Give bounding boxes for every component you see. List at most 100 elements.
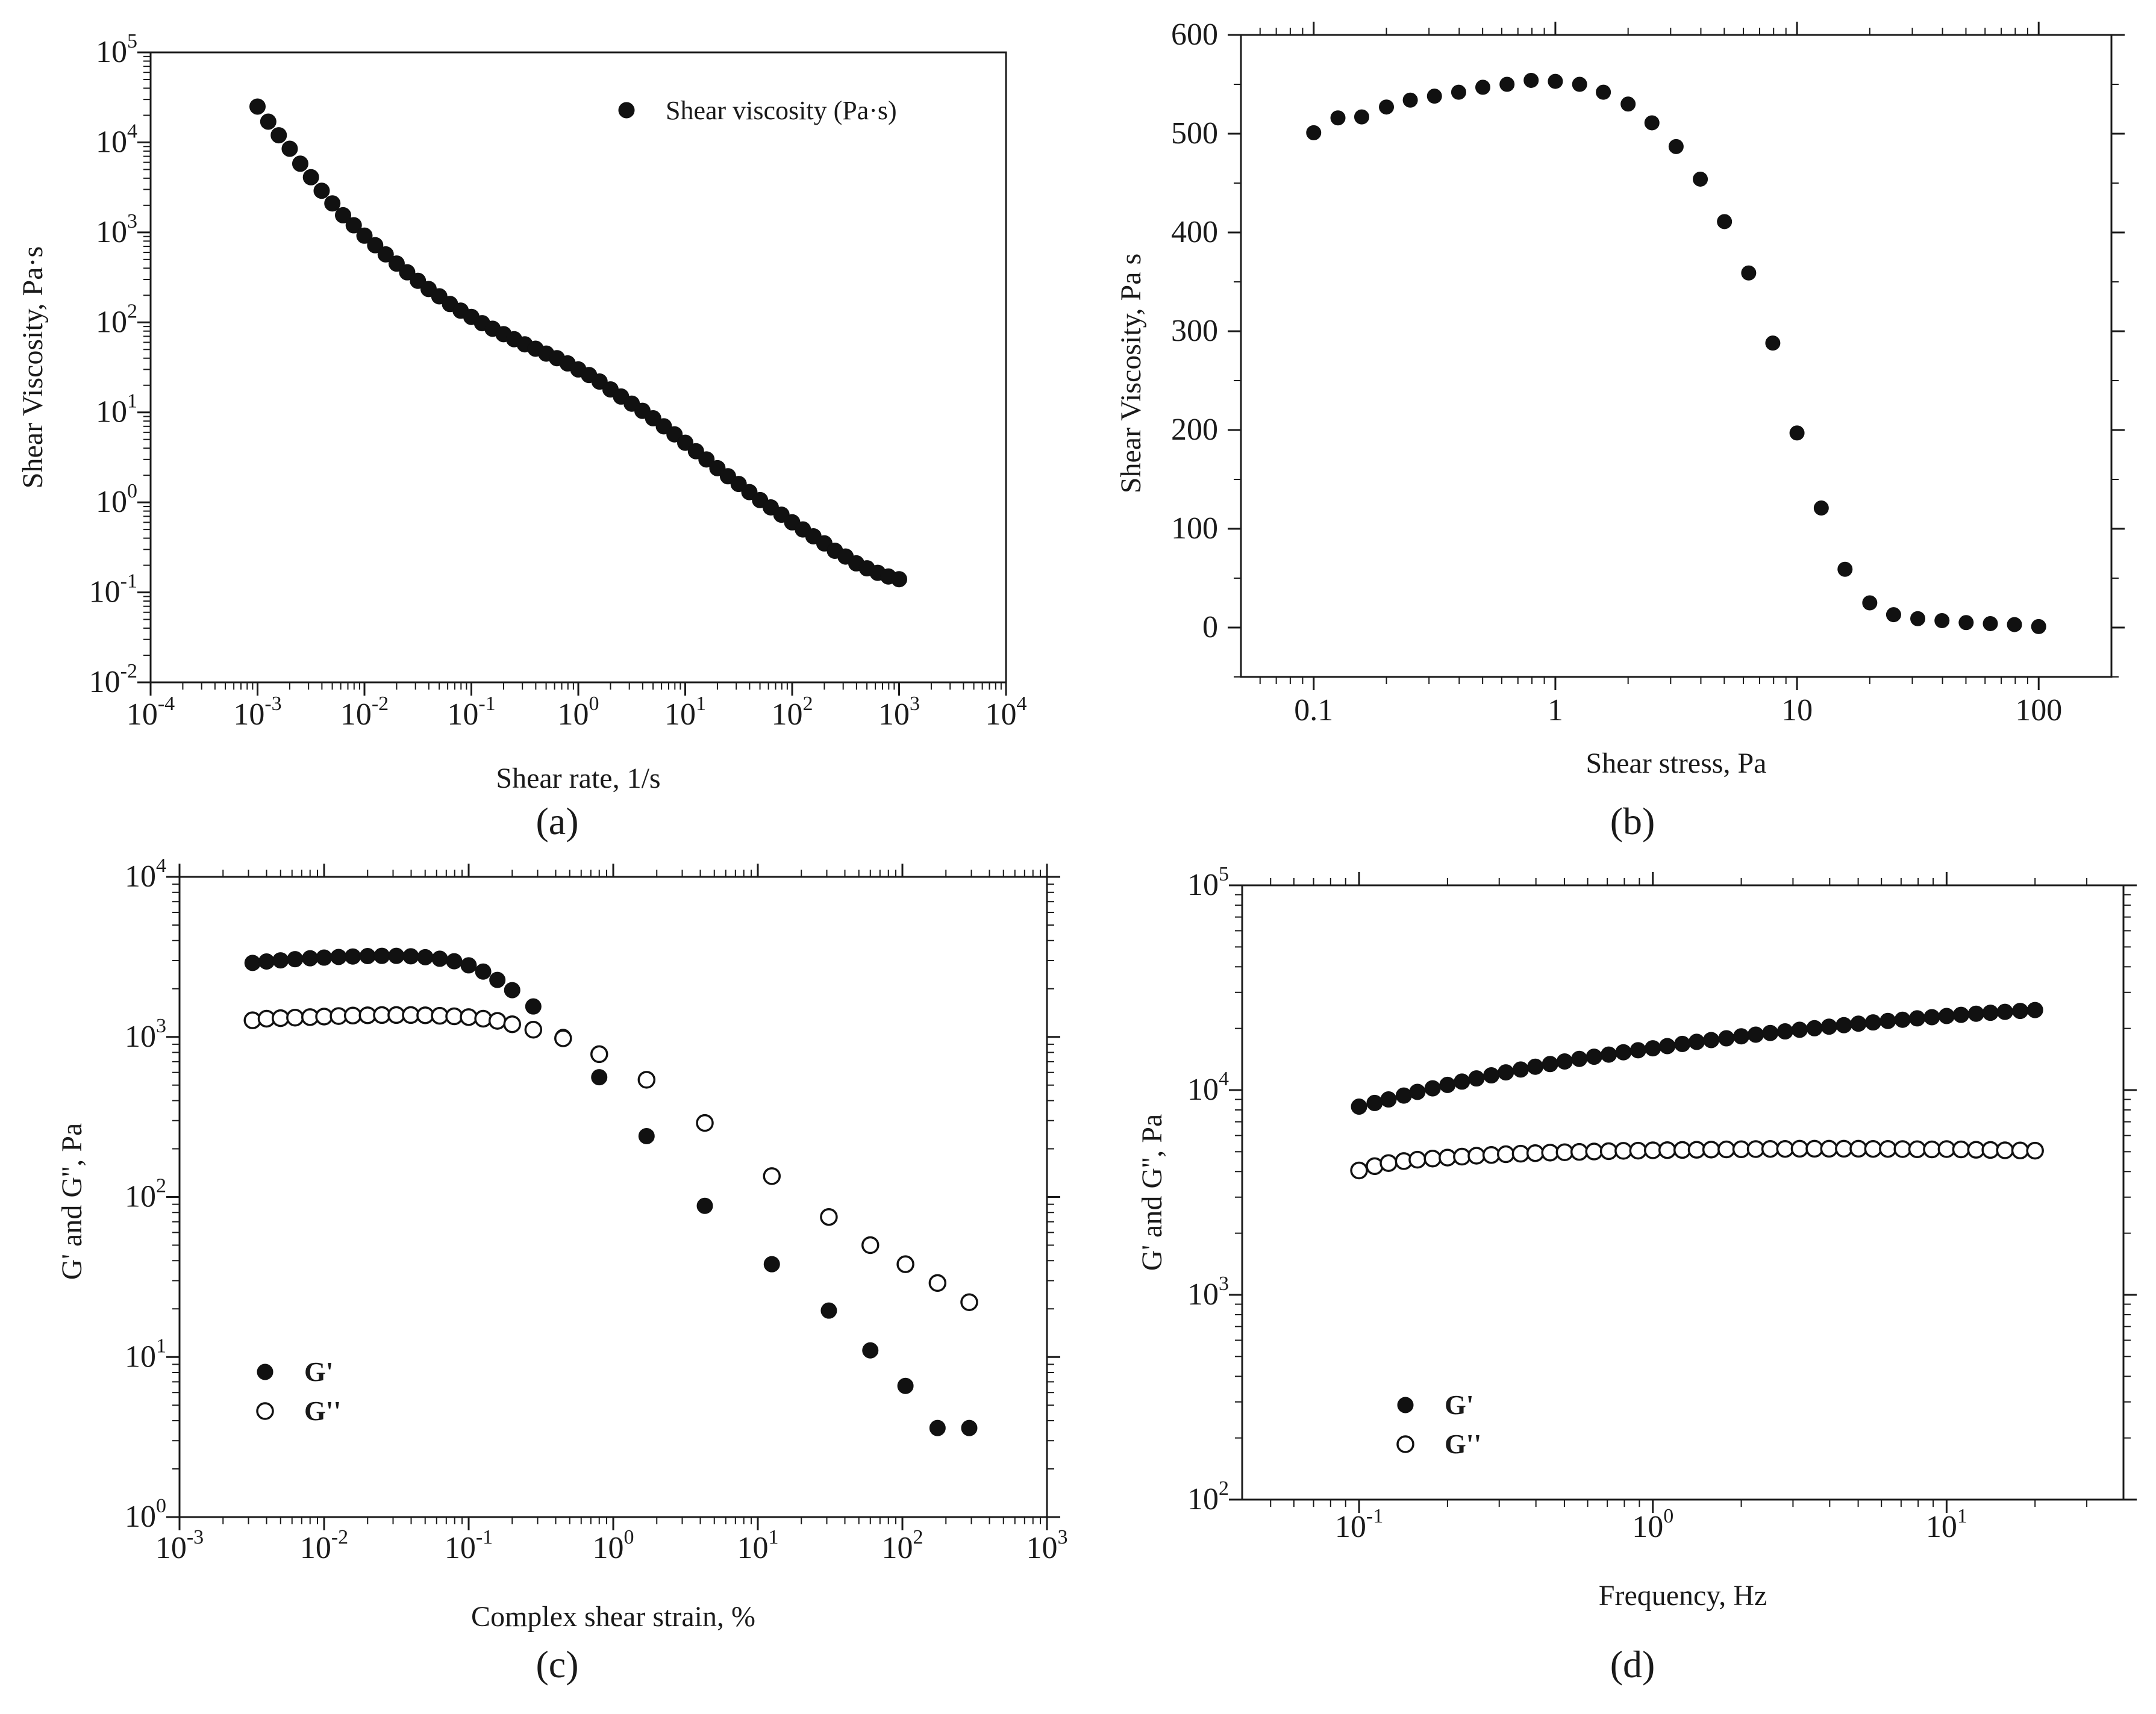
data-point: [1862, 595, 1878, 611]
y-tick-label: 400: [1171, 215, 1218, 249]
data-point: [1596, 84, 1611, 100]
data-point: [1541, 1144, 1559, 1162]
data-point: [1835, 1139, 1853, 1158]
data-point: [1937, 1140, 1956, 1158]
y-tick-label: 100: [1171, 511, 1218, 546]
data-point: [1776, 1023, 1793, 1040]
data-point: [1687, 1141, 1706, 1159]
data-point: [387, 1006, 405, 1024]
legend-marker: [1396, 1435, 1414, 1453]
data-point: [637, 1071, 656, 1089]
x-tick-label: 10-1: [447, 693, 495, 732]
legend-label: G'': [1445, 1429, 1481, 1459]
data-point: [1703, 1032, 1720, 1049]
data-point: [503, 1015, 521, 1033]
data-point: [960, 1293, 978, 1312]
y-tick-label: 103: [1187, 1273, 1229, 1312]
data-point: [1570, 1142, 1589, 1161]
data-point: [1967, 1005, 1984, 1022]
data-point: [1789, 425, 1805, 441]
data-point: [1909, 1010, 1926, 1027]
x-tick-label: 10-2: [300, 1526, 348, 1565]
data-point: [1668, 139, 1684, 154]
data-point: [1542, 1056, 1558, 1073]
data-point: [1468, 1070, 1485, 1087]
data-point: [1512, 1061, 1529, 1078]
data-point: [1366, 1094, 1383, 1111]
data-point: [460, 957, 477, 974]
data-point: [1620, 96, 1636, 112]
data-point: [638, 1127, 655, 1144]
data-point: [820, 1302, 837, 1319]
y-tick-label: 200: [1171, 413, 1218, 447]
data-point: [1330, 110, 1346, 126]
data-point: [1674, 1035, 1691, 1052]
y-tick-label: 0: [1202, 610, 1218, 644]
data-point: [1733, 1028, 1750, 1045]
data-point: [359, 948, 376, 965]
x-tick-label: 100: [2015, 693, 2062, 728]
data-point: [1402, 92, 1418, 108]
x-tick-label: 100: [558, 693, 599, 732]
data-point: [388, 255, 405, 272]
y-axis-title: G' and G'', Pa: [56, 1123, 88, 1280]
y-axis-title: G' and G'', Pa: [1136, 1114, 1168, 1271]
data-point: [1894, 1011, 1911, 1028]
y-axis-title: Shear Viscosity, Pa·s: [17, 246, 49, 488]
data-point: [1717, 214, 1733, 229]
series-G'': [243, 1006, 978, 1312]
x-tick-label: 101: [664, 693, 706, 732]
data-point: [356, 227, 373, 244]
data-point: [1645, 1040, 1661, 1057]
data-point: [1836, 1017, 1852, 1033]
legend-marker: [256, 1402, 274, 1420]
chart-b: 0.1 1 10 100 0 100 200 300 400 500 600 Shear stress…: [1115, 17, 2125, 843]
data-point: [1350, 1161, 1368, 1180]
data-point: [961, 1420, 978, 1436]
legend-label: G': [1445, 1389, 1474, 1420]
data-point: [316, 949, 333, 966]
legend: G' G'': [256, 1356, 341, 1426]
data-point: [1601, 1046, 1617, 1063]
legend-label: Shear viscosity (Pa·s): [666, 96, 897, 125]
data-point: [1599, 1142, 1618, 1161]
data-point: [1511, 1144, 1530, 1163]
data-point: [591, 1069, 608, 1086]
y-tick-label: 102: [96, 300, 137, 339]
data-point: [1761, 1139, 1779, 1158]
data-point: [270, 127, 287, 144]
data-point: [1837, 561, 1853, 577]
data-point: [696, 1114, 714, 1132]
data-point: [445, 1007, 463, 1026]
data-point: [1629, 1042, 1646, 1059]
data-point: [1615, 1044, 1632, 1061]
data-point: [313, 182, 330, 199]
data-point: [1748, 1026, 1764, 1043]
x-tick-label: 10: [1781, 693, 1813, 728]
data-point: [373, 947, 390, 964]
data-point: [1820, 1018, 1837, 1035]
y-tick-label: 600: [1171, 17, 1218, 52]
data-point: [249, 98, 266, 115]
legend-label: G': [304, 1356, 334, 1387]
series-Shear viscosity (Pa·s): [249, 98, 907, 588]
data-point: [1555, 1143, 1574, 1161]
data-point: [1426, 89, 1442, 104]
data-point: [345, 948, 361, 965]
x-tick-label: 100: [593, 1526, 634, 1565]
data-point: [677, 434, 693, 451]
data-point: [820, 1208, 838, 1226]
chart-a: 10-4 10-3 10-2 10-1 100 101 102 103 104 10-2 10-1 1…: [17, 30, 1027, 843]
legend-marker: [1397, 1397, 1414, 1413]
data-point: [1741, 265, 1757, 281]
x-axis-title: Complex shear strain, %: [471, 1601, 755, 1633]
data-point: [1572, 76, 1587, 92]
y-tick-label: 102: [1187, 1477, 1229, 1516]
data-point: [1790, 1139, 1809, 1158]
data-point: [343, 1006, 362, 1025]
legend-marker: [257, 1363, 273, 1380]
data-point: [1424, 1080, 1441, 1097]
data-point: [272, 1009, 290, 1027]
data-point: [1467, 1147, 1486, 1165]
